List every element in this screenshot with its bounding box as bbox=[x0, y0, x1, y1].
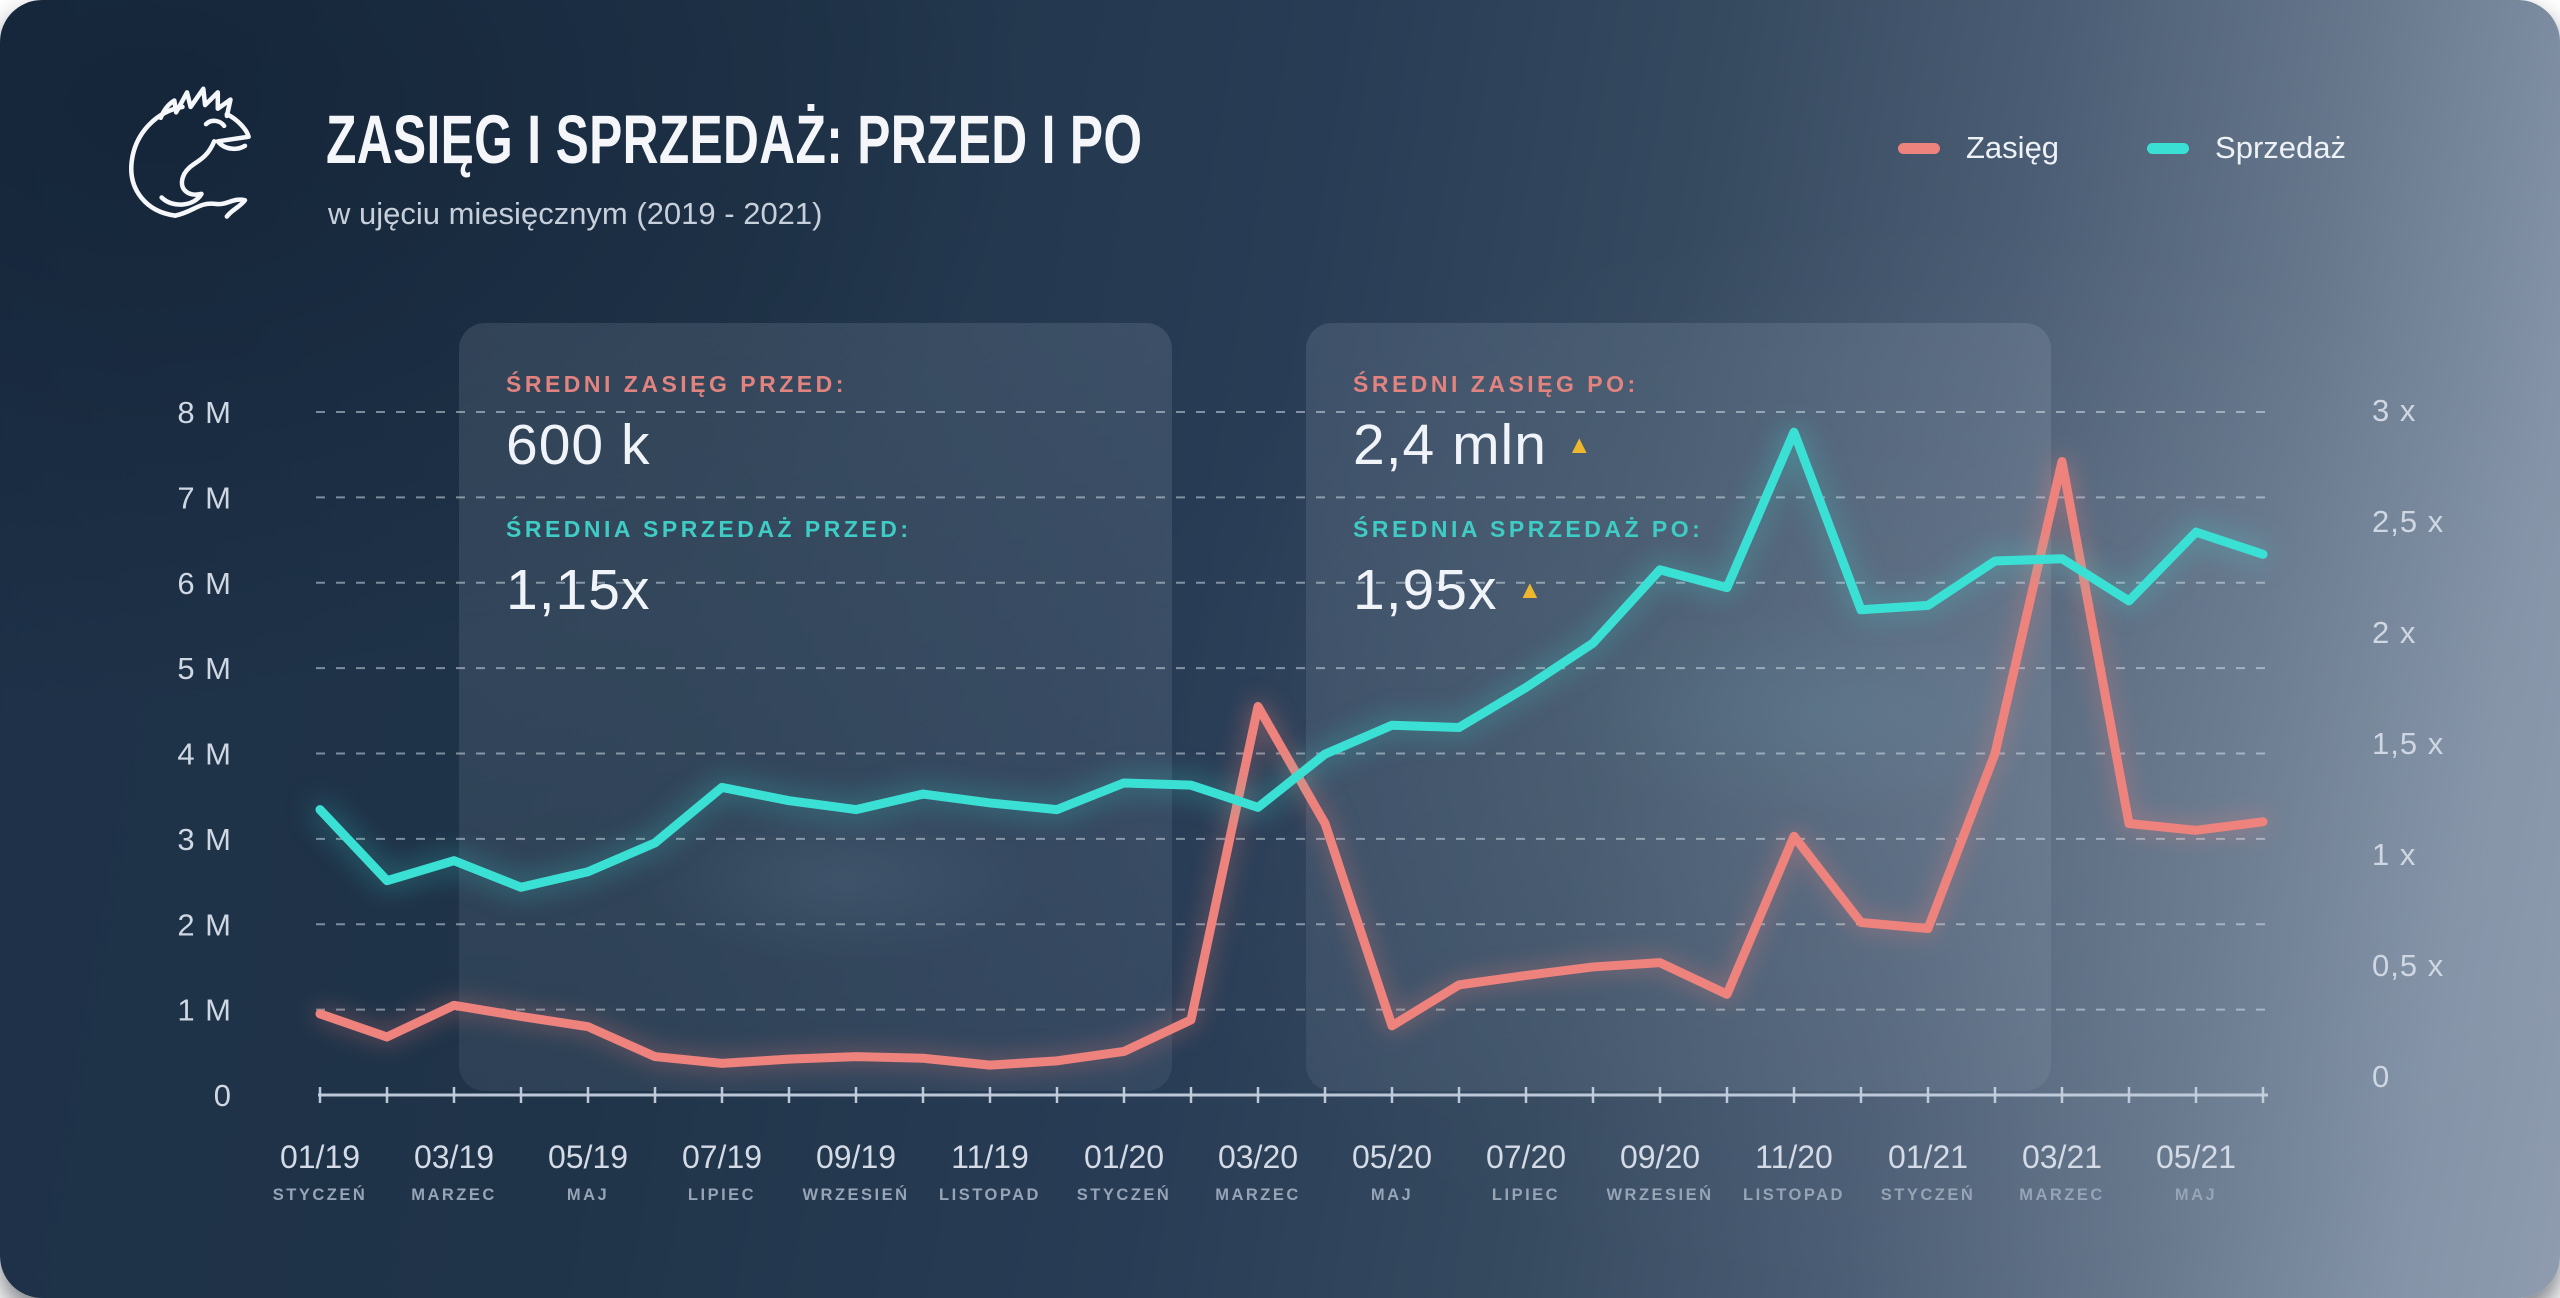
y-axis-right-label: 2,5 x bbox=[2372, 504, 2444, 539]
x-axis-label: 09/20 bbox=[1620, 1139, 1700, 1175]
y-axis-right-label: 2 x bbox=[2372, 615, 2416, 650]
x-axis-label: 03/19 bbox=[414, 1139, 494, 1175]
x-axis-label: 11/19 bbox=[951, 1139, 1029, 1175]
x-axis-month-label: LIPIEC bbox=[688, 1186, 756, 1204]
y-axis-left-label: 4 M bbox=[177, 737, 232, 772]
x-axis-label: 07/20 bbox=[1486, 1139, 1566, 1175]
x-axis-month-label: STYCZEŃ bbox=[1881, 1185, 1976, 1204]
stat-label-sales-before: ŚREDNIA SPRZEDAŻ PRZED: bbox=[506, 516, 912, 542]
stat-value-sales-before-row: 1,15x bbox=[506, 551, 1146, 629]
y-axis-right-label: 1,5 x bbox=[2372, 726, 2444, 761]
x-axis-month-label: MAJ bbox=[567, 1186, 609, 1204]
legend-swatch bbox=[2147, 142, 2190, 154]
stat-value-sales-after-row: 1,95x ▲ bbox=[1353, 551, 1993, 629]
page-title: ZASIĘG I SPRZEDAŻ: PRZED I PO bbox=[326, 101, 1143, 178]
y-axis-right-label: 3 x bbox=[2372, 393, 2416, 428]
series-line-zasig bbox=[315, 457, 2268, 1070]
x-axis-label: 05/19 bbox=[548, 1139, 628, 1175]
stat-value-sales-before: 1,15x bbox=[506, 558, 651, 622]
stat-label-reach-after: ŚREDNI ZASIĘG PO: bbox=[1353, 371, 1639, 397]
trend-up-icon: ▲ bbox=[1566, 430, 1592, 459]
x-axis-label: 03/20 bbox=[1218, 1139, 1298, 1175]
stats-panel-after bbox=[1306, 323, 2051, 1091]
stat-value-reach-after-row: 2,4 mln ▲ bbox=[1353, 406, 1993, 484]
legend-item-sprzedaz: Sprzedaż bbox=[2147, 130, 2346, 166]
page-subtitle: w ujęciu miesięcznym (2019 - 2021) bbox=[328, 196, 823, 231]
x-axis-label: 01/19 bbox=[280, 1139, 360, 1175]
x-axis-month-label: MARZEC bbox=[2019, 1186, 2105, 1204]
stats-panel-before bbox=[459, 323, 1172, 1091]
x-axis-label: 09/19 bbox=[816, 1139, 896, 1175]
x-axis-label: 05/21 bbox=[2156, 1139, 2236, 1175]
y-axis-left-label: 6 M bbox=[177, 566, 232, 601]
y-axis-left-label: 2 M bbox=[177, 907, 232, 942]
x-axis-month-label: LISTOPAD bbox=[1743, 1186, 1845, 1204]
y-axis-right-label: 0 bbox=[2372, 1059, 2390, 1094]
y-axis-right-label: 0,5 x bbox=[2372, 948, 2444, 983]
x-axis-label: 03/21 bbox=[2022, 1139, 2102, 1175]
x-axis-month-label: STYCZEŃ bbox=[273, 1185, 368, 1204]
legend-item-zasieg: Zasięg bbox=[1898, 130, 2059, 166]
y-axis-left-label: 5 M bbox=[177, 651, 232, 686]
x-axis-month-label: WRZESIEŃ bbox=[802, 1185, 909, 1204]
x-axis-month-label: STYCZEŃ bbox=[1077, 1185, 1172, 1204]
x-axis-label: 01/20 bbox=[1084, 1139, 1164, 1175]
stat-value-sales-after: 1,95x bbox=[1353, 558, 1498, 622]
y-axis-left-label: 8 M bbox=[177, 395, 232, 430]
stat-label-sales-after: ŚREDNIA SPRZEDAŻ PO: bbox=[1353, 516, 1704, 542]
x-axis-month-label: MARZEC bbox=[1215, 1186, 1301, 1204]
legend-label: Sprzedaż bbox=[2215, 130, 2347, 165]
stat-value-reach-after: 2,4 mln bbox=[1353, 413, 1547, 477]
y-axis-right-label: 1 x bbox=[2372, 837, 2416, 872]
legend-label: Zasięg bbox=[1966, 130, 2060, 165]
x-axis-month-label: WRZESIEŃ bbox=[1606, 1185, 1713, 1204]
y-axis-left-label: 1 M bbox=[177, 993, 232, 1028]
x-axis-label: 07/19 bbox=[682, 1139, 762, 1175]
legend-swatch bbox=[1898, 142, 1940, 154]
x-axis-label: 01/21 bbox=[1888, 1139, 1968, 1175]
y-axis-left-label: 0 bbox=[214, 1078, 232, 1113]
stat-value-reach-before: 600 k bbox=[506, 413, 651, 477]
x-axis-month-label: LIPIEC bbox=[1492, 1186, 1560, 1204]
x-axis-month-label: MARZEC bbox=[411, 1186, 497, 1204]
stat-block-after: ŚREDNI ZASIĘG PO: 2,4 mln ▲ ŚREDNIA SPRZ… bbox=[1353, 371, 1993, 629]
stat-block-before: ŚREDNI ZASIĘG PRZED: 600 k ŚREDNIA SPRZE… bbox=[506, 371, 1146, 629]
trend-up-icon: ▲ bbox=[1517, 575, 1543, 604]
legend: Zasięg Sprzedaż bbox=[1898, 130, 2346, 166]
stat-label-reach-before: ŚREDNI ZASIĘG PRZED: bbox=[506, 371, 847, 397]
dragon-logo-icon bbox=[129, 86, 251, 219]
series-line-sprzeda bbox=[315, 427, 2268, 892]
x-axis-month-label: LISTOPAD bbox=[939, 1186, 1041, 1204]
x-axis-label: 11/20 bbox=[1755, 1139, 1833, 1175]
stat-value-reach-before-row: 600 k bbox=[506, 406, 1146, 484]
y-axis-left-label: 3 M bbox=[177, 822, 232, 857]
x-axis-month-label: MAJ bbox=[1371, 1186, 1413, 1204]
y-axis-left-label: 7 M bbox=[177, 480, 232, 515]
x-axis-label: 05/20 bbox=[1352, 1139, 1432, 1175]
x-axis-month-label: MAJ bbox=[2175, 1186, 2217, 1204]
